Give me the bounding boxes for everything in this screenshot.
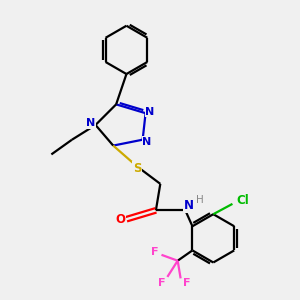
Text: O: O bbox=[115, 213, 125, 226]
Text: Cl: Cl bbox=[236, 194, 249, 207]
Text: S: S bbox=[133, 162, 142, 175]
Text: F: F bbox=[158, 278, 166, 288]
Text: N: N bbox=[142, 137, 152, 147]
Text: H: H bbox=[196, 195, 203, 205]
Text: F: F bbox=[183, 278, 191, 288]
Text: N: N bbox=[184, 200, 194, 212]
Text: F: F bbox=[151, 247, 159, 257]
Text: N: N bbox=[146, 107, 154, 117]
Text: N: N bbox=[86, 118, 96, 128]
